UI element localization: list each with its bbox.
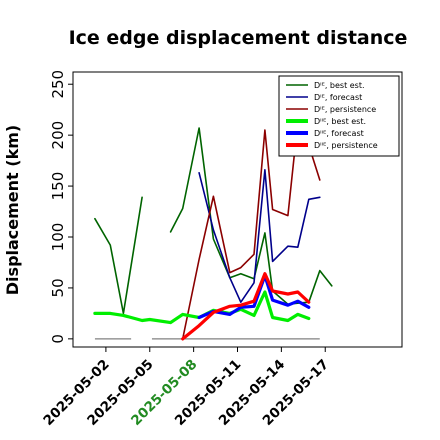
- legend-label: Dᴵᴵᴱ, forecast: [314, 129, 364, 138]
- legend-label: Dᴵᴵᴱ, persistence: [314, 141, 378, 150]
- y-tick-label: 150: [49, 172, 67, 201]
- y-tick-label: 50: [49, 278, 67, 297]
- series-line: [181, 272, 311, 341]
- series-line: [94, 196, 143, 315]
- y-tick-label: 0: [49, 334, 67, 344]
- series-line: [198, 169, 321, 304]
- legend-label: Dᴵᴱ, forecast: [314, 93, 362, 102]
- y-tick-label: 200: [49, 121, 67, 150]
- legend-label: Dᴵᴱ, best est.: [314, 81, 365, 90]
- y-tick-label: 100: [49, 223, 67, 252]
- y-tick-label: 250: [49, 70, 67, 99]
- legend-label: Dᴵᴱ, persistence: [314, 105, 376, 114]
- y-axis-label: Displacement (km): [3, 125, 22, 295]
- legend-label: Dᴵᴵᴱ, best est.: [314, 117, 366, 126]
- plot-area: 0501001502002502025-05-022025-05-052025-…: [40, 70, 403, 429]
- legend-box: [278, 75, 400, 157]
- chart-title: Ice edge displacement distance: [69, 27, 408, 49]
